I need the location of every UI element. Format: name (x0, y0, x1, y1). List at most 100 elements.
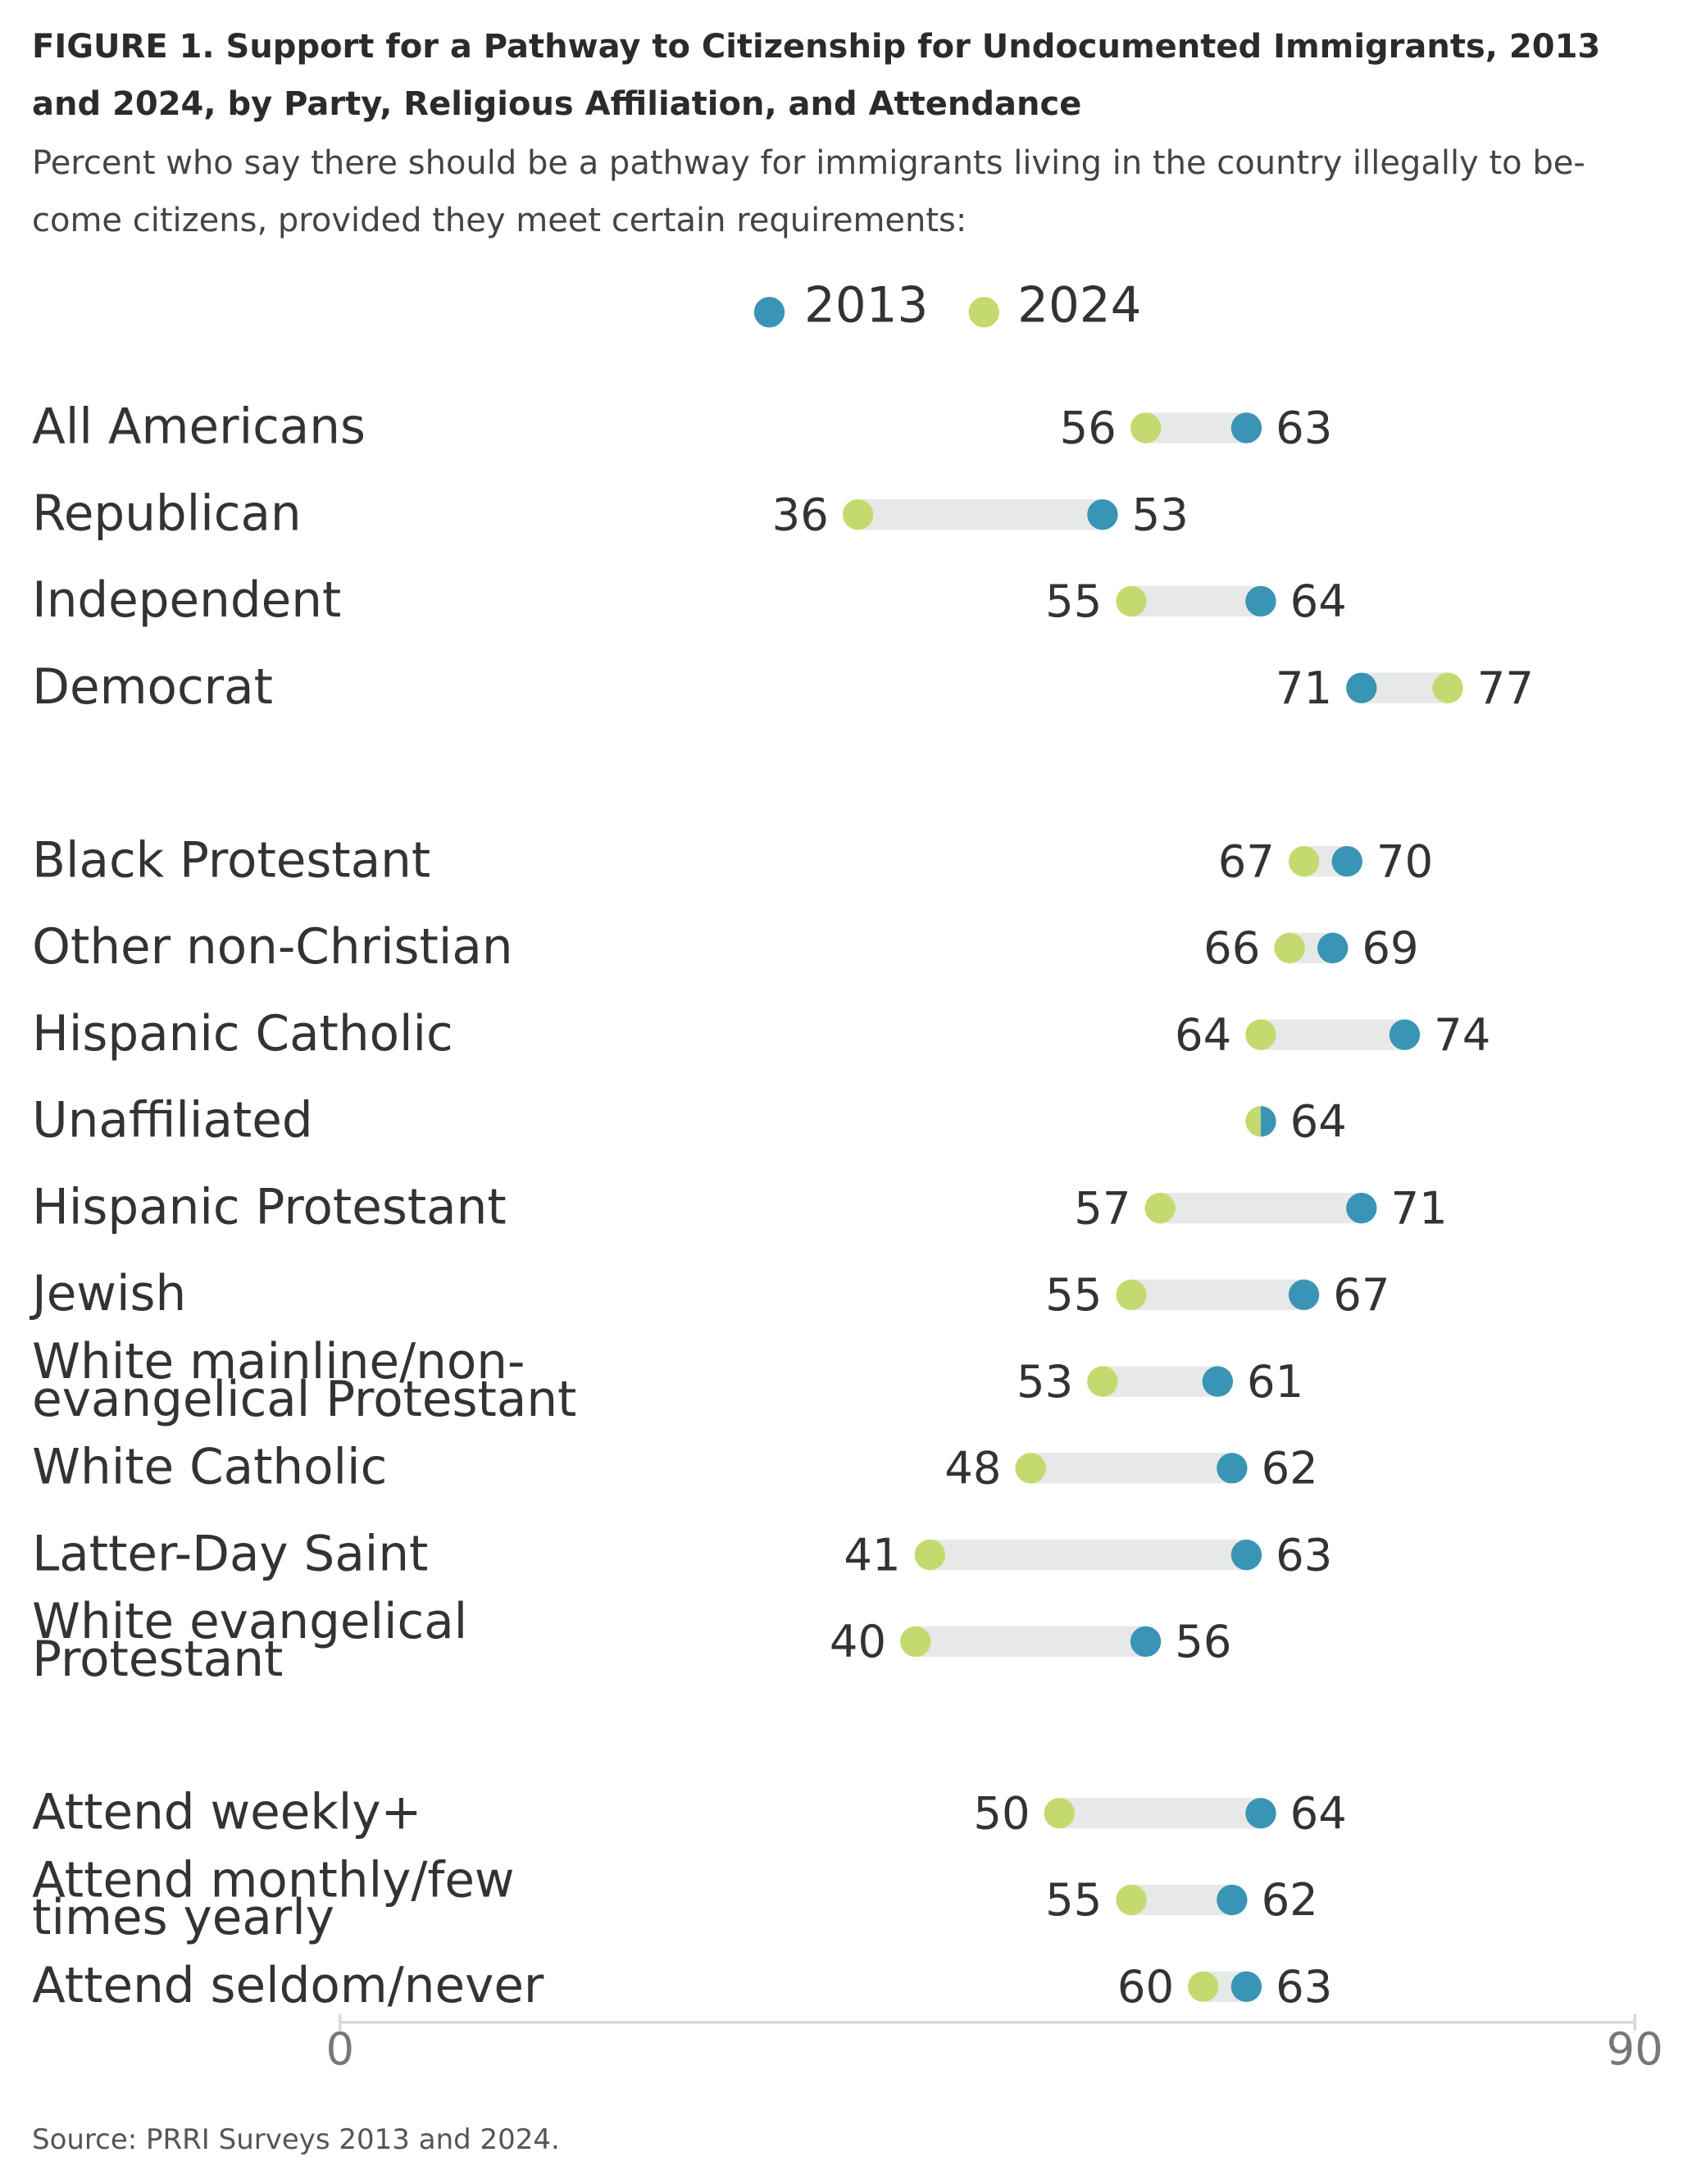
dot-2013 (1230, 412, 1262, 444)
row-label: Jewish (29, 1266, 186, 1322)
range-bar (1131, 1884, 1232, 1916)
range-bar (1131, 1279, 1304, 1311)
dot-2024 (842, 498, 874, 530)
row-label: Latter-Day Saint (32, 1526, 428, 1582)
row-label: White Catholic (32, 1440, 387, 1496)
dot-2024 (1245, 1019, 1276, 1050)
range-bar (930, 1539, 1247, 1571)
value-label-2024: 50 (973, 1787, 1030, 1839)
dot-2013 (1317, 932, 1349, 964)
chart-row: Independent 64 55 (32, 572, 1347, 629)
dot-2013 (1230, 1539, 1262, 1571)
dot-2024 (1015, 1453, 1046, 1484)
chart-title: FIGURE 1. Support for a Pathway to Citiz… (32, 28, 1601, 123)
x-tick-label-max: 90 (1607, 2023, 1663, 2075)
value-label-2024: 56 (1060, 403, 1117, 454)
value-label-2013: 61 (1247, 1356, 1303, 1408)
dot-2024 (1245, 1106, 1261, 1137)
value-label-2013: 74 (1434, 1009, 1490, 1061)
dot-2024 (1188, 1971, 1219, 2002)
dot-2013 (1331, 845, 1362, 877)
dot-2013 (1288, 1279, 1320, 1311)
row-label: Democrat (32, 659, 273, 716)
dot-2013 (1245, 585, 1276, 617)
row-label: times yearly (32, 1890, 334, 1946)
dot-2013 (1346, 1192, 1377, 1224)
range-bar (915, 1626, 1146, 1658)
chart-row: Republican 53 36 (32, 485, 1189, 542)
dot-2013 (1130, 1626, 1162, 1658)
value-label-2013: 63 (1276, 1961, 1332, 2013)
range-bar (1030, 1453, 1232, 1484)
value-label-2024: 48 (944, 1443, 1001, 1495)
range-bar (1145, 412, 1247, 444)
chart-row: Attend seldom/never 63 60 (32, 1958, 1332, 2014)
value-label-2013: 69 (1362, 922, 1418, 974)
value-label-2013: 71 (1276, 662, 1332, 714)
source-note: Source: PRRI Surveys 2013 and 2024. (32, 2123, 560, 2156)
value-label-2024: 57 (1074, 1182, 1130, 1234)
chart-row: Hispanic Protestant 71 57 (32, 1179, 1448, 1235)
dot-2024 (1432, 672, 1463, 703)
chart-rows: All Americans 63 56 Republican 53 36 Independe… (29, 399, 1534, 2014)
row-label: All Americans (32, 399, 366, 456)
dot-2024 (914, 1539, 946, 1571)
chart-row: Attend weekly+ 64 50 (32, 1784, 1347, 1840)
dot-2024 (1116, 1279, 1147, 1311)
row-label: Protestant (32, 1631, 283, 1688)
chart-row: Jewish 67 55 (29, 1266, 1390, 1322)
range-bar (1102, 1366, 1218, 1397)
value-label-2013: 53 (1132, 489, 1189, 540)
value-label-2013: 64 (1290, 576, 1347, 627)
dot-2013 (1217, 1453, 1248, 1484)
row-label: White evangelical (32, 1594, 467, 1650)
chart-subtitle: Percent who say there should be a pathwa… (32, 144, 1585, 239)
value-label-2013: 63 (1276, 1529, 1332, 1581)
x-axis: 0 90 (326, 2013, 1663, 2075)
chart-row: Black Protestant 70 67 (32, 832, 1433, 889)
row-label: Hispanic Protestant (32, 1179, 507, 1235)
chart-row: White Catholic 62 48 (32, 1440, 1318, 1496)
row-label: White mainline/non- (32, 1334, 525, 1390)
range-bar (1131, 585, 1261, 617)
dot-2013 (1389, 1019, 1421, 1050)
value-label-2024: 40 (830, 1616, 886, 1668)
chart-row: Latter-Day Saint 63 41 (32, 1526, 1332, 1582)
dot-2013 (1202, 1366, 1234, 1397)
row-label: Black Protestant (32, 832, 430, 889)
value-label-2013: 70 (1376, 835, 1433, 887)
legend-marker-2024 (968, 297, 1000, 328)
row-label: Attend seldom/never (32, 1958, 544, 2014)
dot-2024 (1044, 1798, 1075, 1829)
value-label-2013: 56 (1175, 1616, 1231, 1668)
value-label-2013: 64 (1290, 1096, 1347, 1148)
row-label: Unaffiliated (32, 1093, 312, 1149)
range-bar (857, 498, 1103, 530)
chart-row: Hispanic Catholic 74 64 (32, 1006, 1490, 1062)
row-label: Other non-Christian (32, 919, 512, 976)
value-label-2013: 71 (1391, 1182, 1448, 1234)
chart-row: Other non-Christian 69 66 (32, 919, 1418, 976)
value-label-2024: 64 (1175, 1009, 1231, 1061)
dot-2024 (900, 1626, 931, 1658)
row-label: Republican (32, 485, 301, 542)
value-label-2024: 36 (772, 489, 829, 540)
dot-2013 (1230, 1971, 1262, 2002)
value-label-2013: 63 (1276, 403, 1332, 454)
dot-2013 (1245, 1798, 1276, 1829)
dot-2024 (1130, 412, 1162, 444)
legend: 2013 2024 (753, 278, 1142, 334)
row-label: evangelical Protestant (32, 1372, 576, 1428)
dot-2024 (1274, 932, 1305, 964)
dot-2013 (1260, 1106, 1276, 1137)
row-label: Hispanic Catholic (32, 1006, 453, 1062)
x-tick-label-min: 0 (326, 2023, 355, 2075)
dot-2013 (1087, 498, 1118, 530)
chart-row: Unaffiliated 64 (32, 1093, 1347, 1149)
range-bar (1160, 1192, 1362, 1224)
value-label-2024: 55 (1045, 576, 1102, 627)
value-label-2013: 62 (1262, 1874, 1318, 1926)
chart-row: White mainline/non-evangelical Protestan… (32, 1334, 1303, 1428)
